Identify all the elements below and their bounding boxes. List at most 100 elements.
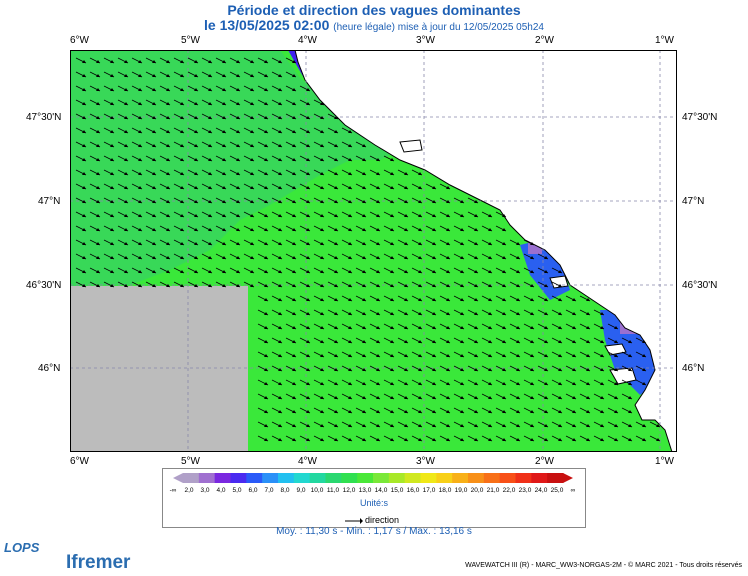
direction-arrow-head (222, 144, 226, 147)
direction-arrow-head (320, 298, 324, 301)
direction-arrow-head (250, 158, 254, 161)
direction-arrow-head (586, 312, 590, 315)
direction-arrow-head (222, 200, 226, 203)
direction-arrow-head (488, 298, 492, 301)
direction-arrow-head (530, 298, 534, 301)
direction-arrow-head (600, 424, 604, 427)
direction-arrow-head (250, 172, 254, 175)
direction-arrow-head (292, 312, 296, 315)
direction-arrow-head (292, 438, 296, 441)
lat-label-left: 47°N (38, 196, 61, 207)
direction-arrow-head (418, 368, 422, 371)
direction-arrow-head (488, 228, 492, 231)
direction-arrow-head (152, 214, 156, 217)
direction-arrow-head (180, 74, 184, 77)
direction-arrow-head (586, 368, 590, 371)
wave-map[interactable] (70, 50, 677, 452)
direction-arrow-head (152, 172, 156, 175)
direction-arrow-head (320, 396, 324, 399)
direction-arrow-head (166, 102, 170, 105)
legend-swatch (214, 473, 231, 483)
legend-tick-label: 5,0 (232, 487, 241, 494)
direction-arrow-head (96, 270, 100, 273)
direction-arrow-head (96, 60, 100, 63)
direction-arrow-head (166, 74, 170, 77)
direction-arrow-head (502, 214, 506, 217)
direction-arrow-head (124, 88, 128, 91)
legend-tick-label: 11,0 (327, 487, 340, 494)
direction-arrow-head (306, 158, 310, 161)
direction-arrow-head (390, 200, 394, 203)
direction-arrow-head (614, 326, 618, 329)
direction-arrow-head (614, 354, 618, 357)
direction-arrow-head (544, 326, 548, 329)
direction-arrow-head (474, 270, 478, 273)
direction-arrow-head (446, 228, 450, 231)
direction-arrow-head (488, 256, 492, 259)
direction-arrow-head (264, 172, 268, 175)
direction-arrow-head (278, 74, 282, 77)
direction-arrow-head (586, 298, 590, 301)
direction-arrow-head (586, 438, 590, 441)
direction-arrow-head (446, 340, 450, 343)
direction-arrow-head (334, 368, 338, 371)
direction-arrow-head (558, 326, 562, 329)
direction-arrow-head (642, 382, 646, 385)
direction-arrow-head (110, 214, 114, 217)
direction-arrow-head (488, 242, 492, 245)
direction-arrow-head (222, 130, 226, 133)
direction-arrow-head (222, 214, 226, 217)
legend-swatch (499, 473, 516, 483)
direction-arrow-head (166, 186, 170, 189)
direction-arrow-head (600, 368, 604, 371)
direction-arrow-head (124, 60, 128, 63)
legend-tick-label: 2,0 (184, 487, 193, 494)
legend-swatch (262, 473, 279, 483)
direction-arrow-head (250, 200, 254, 203)
legend-tick-label: 23,0 (519, 487, 532, 494)
direction-arrow-head (110, 172, 114, 175)
direction-arrow-head (166, 144, 170, 147)
direction-arrow-head (264, 256, 268, 259)
direction-arrow-head (110, 130, 114, 133)
direction-arrow-head (502, 438, 506, 441)
direction-arrow-head (530, 340, 534, 343)
direction-arrow-head (432, 284, 436, 287)
direction-arrow-head (362, 438, 366, 441)
direction-arrow-head (236, 242, 240, 245)
direction-arrow-head (586, 424, 590, 427)
direction-arrow-head (194, 116, 198, 119)
direction-arrow-head (82, 242, 86, 245)
direction-arrow-head (264, 200, 268, 203)
direction-arrow-head (306, 326, 310, 329)
direction-arrow-head (180, 116, 184, 119)
direction-arrow-head (320, 256, 324, 259)
direction-arrow-head (460, 242, 464, 245)
direction-arrow-head (446, 382, 450, 385)
direction-arrow-head (516, 242, 520, 245)
direction-arrow-head (278, 284, 282, 287)
direction-arrow-head (180, 144, 184, 147)
direction-arrow-head (82, 130, 86, 133)
direction-arrow-head (292, 382, 296, 385)
direction-arrow-head (138, 242, 142, 245)
direction-arrow-head (82, 214, 86, 217)
direction-arrow-head (474, 396, 478, 399)
direction-arrow-head (306, 214, 310, 217)
direction-arrow-head (180, 256, 184, 259)
direction-arrow-head (390, 256, 394, 259)
direction-arrow-head (292, 424, 296, 427)
direction-arrow-head (138, 200, 142, 203)
direction-arrow-head (320, 382, 324, 385)
direction-arrow-head (110, 102, 114, 105)
direction-arrow-head (362, 186, 366, 189)
direction-arrow-head (404, 200, 408, 203)
direction-arrow-head (166, 116, 170, 119)
direction-arrow-head (320, 228, 324, 231)
direction-arrow-head (390, 368, 394, 371)
direction-arrow-head (390, 340, 394, 343)
direction-arrow-head (264, 438, 268, 441)
lon-label-bottom: 2°W (535, 456, 554, 467)
direction-arrow-head (292, 270, 296, 273)
direction-arrow-head (586, 354, 590, 357)
